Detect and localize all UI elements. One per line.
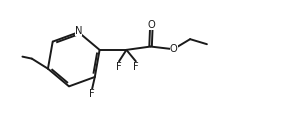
Text: O: O — [147, 20, 155, 30]
Text: O: O — [170, 44, 178, 54]
Text: F: F — [116, 62, 122, 72]
Text: F: F — [89, 89, 95, 99]
Text: N: N — [75, 26, 82, 36]
Text: F: F — [133, 62, 139, 72]
